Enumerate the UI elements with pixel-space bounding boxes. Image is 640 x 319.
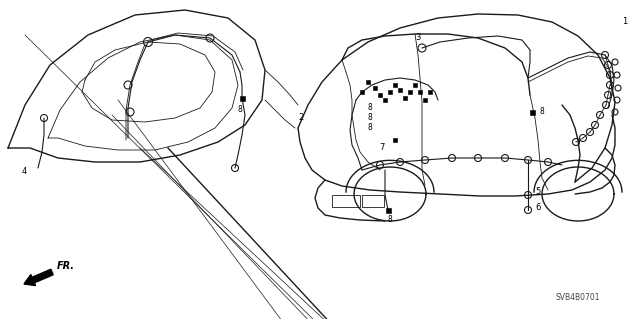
FancyArrow shape: [24, 269, 53, 286]
Bar: [378, 93, 381, 97]
Text: FR.: FR.: [57, 261, 75, 271]
Bar: [360, 90, 364, 94]
Text: 8: 8: [388, 216, 392, 225]
Bar: [408, 90, 412, 94]
Text: 8: 8: [368, 103, 372, 113]
Bar: [393, 138, 397, 142]
Bar: [398, 88, 402, 92]
Bar: [366, 80, 370, 84]
Text: 3: 3: [415, 33, 420, 42]
Text: SVB4B0701: SVB4B0701: [555, 293, 600, 302]
Text: 1: 1: [622, 18, 627, 26]
Bar: [423, 98, 427, 102]
Bar: [413, 83, 417, 87]
Bar: [239, 95, 244, 100]
Bar: [373, 86, 377, 90]
Bar: [388, 90, 392, 94]
Bar: [385, 207, 390, 212]
Text: 8: 8: [368, 123, 372, 132]
Text: 2: 2: [298, 114, 303, 122]
Text: 8: 8: [540, 108, 545, 116]
Bar: [403, 96, 407, 100]
Bar: [393, 83, 397, 87]
Text: 8: 8: [368, 114, 372, 122]
Bar: [419, 90, 422, 94]
Bar: [362, 195, 384, 207]
Text: 7: 7: [380, 144, 385, 152]
Bar: [428, 90, 432, 94]
Bar: [332, 195, 360, 207]
Bar: [529, 109, 534, 115]
Text: 4: 4: [22, 167, 28, 176]
Text: 8: 8: [237, 106, 243, 115]
Bar: [383, 98, 387, 102]
Text: 5: 5: [535, 188, 540, 197]
Text: 6: 6: [535, 204, 540, 212]
